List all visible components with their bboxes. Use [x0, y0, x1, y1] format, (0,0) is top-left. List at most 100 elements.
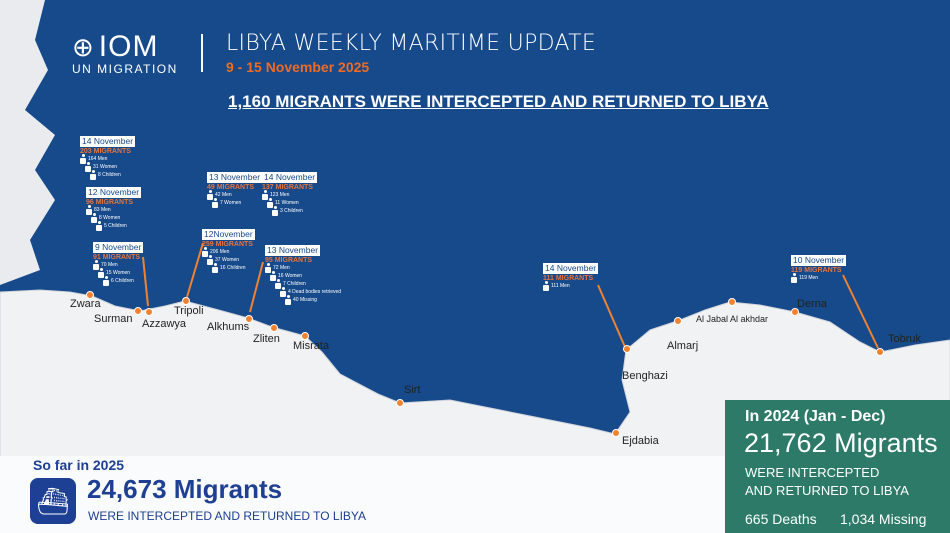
boat-icon: ⛴ [30, 478, 76, 524]
card-breakdown: 40 Missing [293, 297, 317, 303]
person-icon [280, 287, 286, 297]
panel-2024-label: In 2024 (Jan - Dec) [745, 408, 886, 425]
person-icon [543, 281, 549, 291]
town-marker [876, 348, 884, 356]
summary-panel [0, 456, 725, 533]
card-breakdown: 16 Women [278, 273, 303, 279]
card-breakdown: 123 Men [270, 192, 290, 198]
card-breakdown: 83 Men [94, 207, 111, 213]
so-far-label: So far in 2025 [33, 457, 125, 473]
card-breakdown: 15 Women [106, 270, 131, 276]
card-count: 95 MIGRANTS [265, 257, 313, 264]
card-date: 13 November [207, 172, 263, 183]
town-marker [145, 308, 153, 316]
town-label: Sirt [404, 384, 421, 396]
town-label: Surman [94, 313, 133, 325]
card-date: 10 November [791, 255, 847, 266]
town-marker [396, 399, 404, 407]
card-breakdown: 206 Men [210, 249, 230, 255]
card-breakdown: 31 Women [93, 164, 118, 170]
card-breakdown: 7 Children [283, 281, 306, 287]
card-count: 203 MIGRANTS [80, 148, 131, 155]
interception-card: 14 November 111 MIGRANTS 111 Men [543, 263, 599, 291]
town-label: Alkhums [207, 321, 250, 333]
interception-card: 10 November 119 MIGRANTS 119 Men [791, 255, 847, 283]
iom-logo: ⊕ IOM UN MIGRATION [72, 30, 178, 76]
card-date: 14 November [80, 136, 136, 147]
town-label: Azzawya [142, 318, 187, 330]
card-breakdown: 164 Men [88, 156, 108, 162]
card-date: 12November [202, 229, 255, 240]
interception-card: 13 November 95 MIGRANTS 72 Men 16 Women 7 Ch… [265, 245, 342, 305]
town-marker [134, 307, 142, 315]
arrows [142, 242, 879, 349]
person-icon [85, 162, 91, 172]
panel-2024-sub: WERE INTERCEPTED AND RETURNED TO LIBYA [745, 465, 909, 498]
so-far-sub: WERE INTERCEPTED AND RETURNED TO LIBYA [88, 509, 367, 523]
town-label: Almarj [667, 340, 699, 352]
header-divider [201, 34, 203, 72]
card-date: 13 November [265, 245, 321, 256]
card-date: 14 November [262, 172, 318, 183]
person-icon [86, 205, 92, 215]
interception-card: 12 November 96 MIGRANTS 83 Men 8 Women 5 Chi… [86, 187, 142, 231]
so-far-value: 24,673 Migrants [87, 474, 283, 504]
card-count: 119 MIGRANTS [791, 267, 842, 274]
town-label: Derna [797, 298, 827, 310]
card-breakdown: 37 Women [215, 257, 240, 263]
person-icon [265, 263, 271, 273]
person-icon [270, 271, 276, 281]
person-icon [791, 273, 797, 283]
person-icon [98, 268, 104, 278]
town-label: Zliten [253, 333, 280, 345]
card-count: 96 MIGRANTS [86, 199, 134, 206]
card-count: 91 MIGRANTS [93, 254, 141, 261]
card-breakdown: 111 Men [551, 283, 570, 289]
interception-card: 14 November 137 MIGRANTS 123 Men 11 Women 3 … [262, 172, 318, 216]
interception-card: 13 November 49 MIGRANTS 42 Men 7 Women [207, 172, 263, 208]
card-breakdown: 11 Women [275, 200, 299, 206]
person-icon [90, 170, 96, 180]
town-marker [270, 324, 278, 332]
interception-card: 9 November 91 MIGRANTS 70 Men 15 Women 6 Chi… [93, 242, 144, 286]
town-label: Benghazi [622, 370, 668, 382]
card-date: 12 November [86, 187, 142, 198]
person-icon [93, 260, 99, 270]
person-icon [275, 279, 281, 289]
person-icon [212, 198, 218, 208]
interception-card: 14 November 203 MIGRANTS 164 Men 31 Women 8 … [80, 136, 136, 180]
card-breakdown: 4 Dead bodies retrieved [288, 289, 342, 295]
person-icon [212, 263, 218, 273]
card-breakdown: 42 Men [215, 192, 232, 198]
town-label: Al Jabal Al akhdar [696, 314, 769, 324]
card-breakdown: 7 Women [220, 200, 242, 206]
card-breakdown: 70 Men [101, 262, 118, 268]
card-breakdown: 119 Men [799, 275, 819, 281]
town-marker [301, 332, 309, 340]
person-icon [91, 213, 97, 223]
panel-2024-deaths: 665 Deaths [745, 511, 817, 527]
card-breakdown: 5 Children [104, 223, 127, 229]
town-marker [791, 308, 799, 316]
panel-2024 [725, 400, 950, 533]
card-count: 259 MIGRANTS [202, 241, 253, 248]
card-count: 137 MIGRANTS [262, 184, 313, 191]
town-marker [623, 345, 631, 353]
person-icon [80, 154, 86, 164]
card-breakdown: 8 Children [98, 172, 121, 178]
card-breakdown: 3 Children [280, 208, 303, 214]
person-icon [96, 221, 102, 231]
card-breakdown: 72 Men [273, 265, 290, 271]
town-label: Tripoli [174, 305, 204, 317]
card-count: 49 MIGRANTS [207, 184, 255, 191]
person-icon [202, 247, 208, 257]
person-icon [207, 255, 213, 265]
person-icon [285, 295, 291, 305]
card-breakdown: 6 Children [111, 278, 134, 284]
card-date: 9 November [93, 242, 144, 253]
person-icon [262, 190, 268, 200]
town-marker [182, 297, 190, 305]
card-breakdown: 8 Women [99, 215, 121, 221]
card-breakdown: 16 Children [220, 265, 246, 271]
town-marker [674, 317, 682, 325]
